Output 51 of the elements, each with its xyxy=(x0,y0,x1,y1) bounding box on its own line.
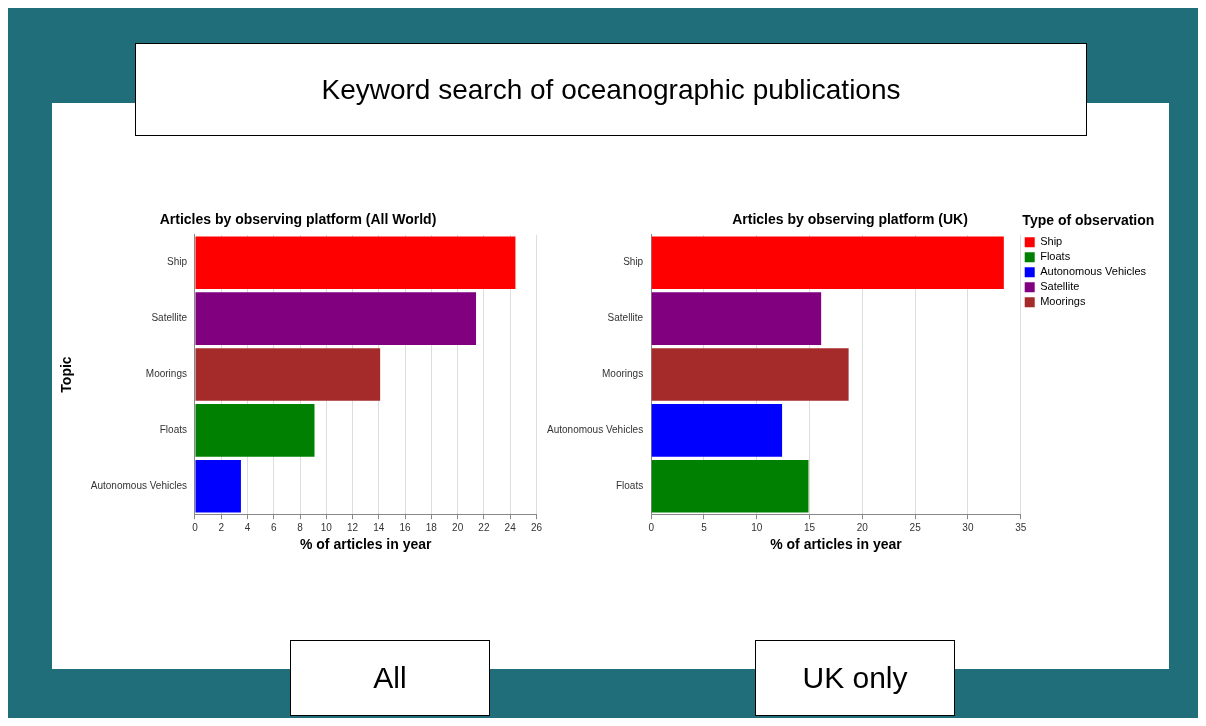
legend-label: Moorings xyxy=(1040,295,1086,308)
legend-label: Floats xyxy=(1040,250,1071,263)
bar xyxy=(195,404,315,457)
legend-label: Ship xyxy=(1040,235,1063,248)
bar xyxy=(195,236,516,289)
x-tick-label: 25 xyxy=(909,521,922,533)
x-tick-label: 20 xyxy=(856,521,869,533)
y-tick-label: Ship xyxy=(623,256,644,268)
text: Keyword search of oceanographic publications xyxy=(135,43,1087,136)
x-tick-label: 24 xyxy=(504,521,517,533)
y-tick-label: Floats xyxy=(615,480,644,492)
x-tick-label: 15 xyxy=(803,521,816,533)
x-tick-label: 2 xyxy=(218,521,225,533)
x-tick-label: 14 xyxy=(373,521,385,533)
bar xyxy=(195,460,241,513)
legend-label: Satellite xyxy=(1040,280,1080,293)
y-tick-label: Autonomous Vehicles xyxy=(547,424,644,436)
x-tick-label: 16 xyxy=(399,521,412,533)
x-tick-label: 18 xyxy=(425,521,438,533)
x-tick-label: 5 xyxy=(701,521,708,533)
x-tick-label: 35 xyxy=(1015,521,1027,533)
y-tick-label: Floats xyxy=(159,424,187,436)
x-tick-label: 22 xyxy=(478,521,490,533)
chart-title: Articles by observing platform (All World) xyxy=(159,211,437,228)
x-tick-label: 20 xyxy=(452,521,464,533)
y-tick-label: Ship xyxy=(166,256,188,268)
y-axis-title: Topic xyxy=(58,356,75,393)
bar xyxy=(195,292,477,345)
chart-title: Articles by observing platform (UK) xyxy=(732,211,968,228)
text: UK only xyxy=(755,640,955,716)
y-tick-label: Moorings xyxy=(602,368,644,380)
bar xyxy=(195,348,381,401)
x-tick-label: 4 xyxy=(244,521,251,533)
x-tick-label: 10 xyxy=(320,521,333,533)
x-axis-title: % of articles in year xyxy=(299,536,432,553)
legend-label: Autonomous Vehicles xyxy=(1040,265,1147,278)
x-tick-label: 0 xyxy=(648,521,655,533)
x-tick-label: 12 xyxy=(347,521,359,533)
y-tick-label: Moorings xyxy=(145,368,187,380)
x-axis-title: % of articles in year xyxy=(770,536,903,553)
y-tick-label: Satellite xyxy=(151,312,188,324)
legend-title: Type of observation xyxy=(1022,211,1155,228)
text: All xyxy=(290,640,490,716)
x-tick-label: 6 xyxy=(270,521,277,533)
x-tick-label: 8 xyxy=(297,521,304,533)
x-tick-label: 0 xyxy=(192,521,199,533)
x-tick-label: 26 xyxy=(530,521,543,533)
x-tick-label: 30 xyxy=(962,521,974,533)
y-tick-label: Autonomous Vehicles xyxy=(90,480,187,492)
y-tick-label: Satellite xyxy=(607,312,644,324)
x-tick-label: 10 xyxy=(751,521,763,533)
